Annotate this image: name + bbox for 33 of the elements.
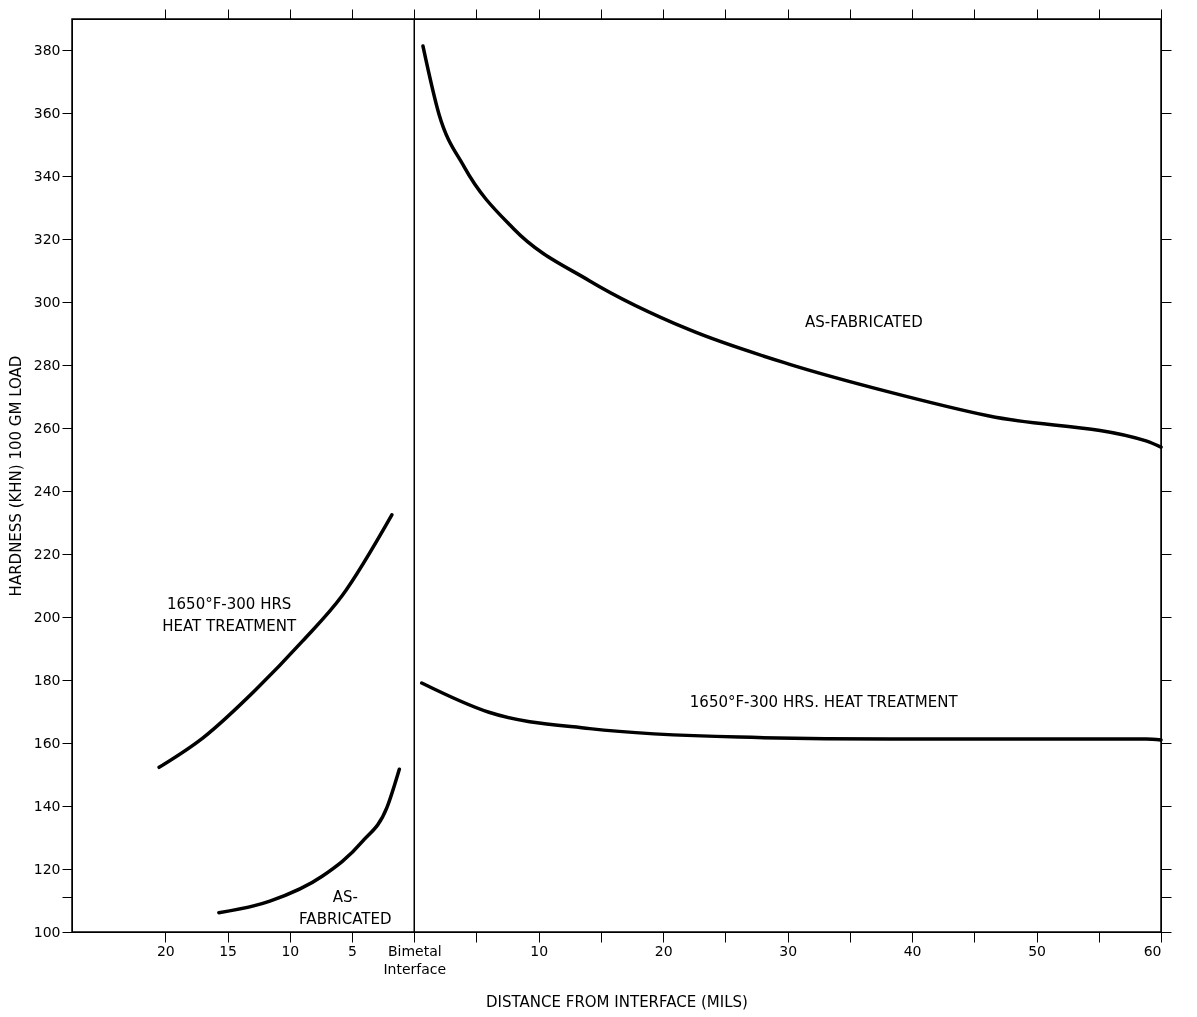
y-tick-label: 320 (33, 230, 61, 247)
y-tick-label: 200 (33, 608, 61, 625)
y-tick-label: 260 (33, 419, 61, 436)
x-tick-label: 50 (1028, 942, 1046, 959)
y-tick-label: 180 (33, 671, 61, 688)
y-tick-label: 240 (33, 482, 61, 499)
x-tick-label: 10 (281, 942, 300, 959)
y-tick-label: 100 (33, 923, 61, 940)
y-tick-label: 140 (33, 797, 61, 814)
x-tick-label: 5 (348, 942, 357, 959)
line-series (157, 513, 394, 770)
series-label: 1650°F-300 HRS. HEAT TREATMENT (689, 693, 959, 712)
series-label: 1650°F-300 HRS HEAT TREATMENT (162, 595, 297, 636)
x-tick-label: 40 (903, 942, 922, 959)
series-label: AS- FABRICATED (299, 888, 392, 929)
x-tick-label: 20 (156, 942, 175, 959)
y-tick-label: 340 (33, 167, 61, 184)
y-tick-label: 220 (33, 545, 61, 562)
y-tick-label: 160 (33, 734, 61, 751)
x-tick-label: 30 (779, 942, 798, 959)
y-axis-title: HARDNESS (KHN) 100 GM LOAD (6, 355, 25, 597)
x-tick-label: 60 (1143, 942, 1162, 959)
y-tick-label: 360 (33, 104, 61, 121)
x-tick-label: 20 (654, 942, 673, 959)
y-tick-label: 380 (33, 41, 61, 58)
y-tick-label: 300 (33, 293, 61, 310)
y-tick-label: 120 (33, 860, 61, 877)
x-tick-label: 10 (530, 942, 549, 959)
x-tick-label: 15 (219, 942, 237, 959)
y-tick-label: 280 (33, 356, 61, 373)
x-tick-label: Bimetal Interface (383, 942, 447, 977)
text: AS-FABRICATED (805, 313, 923, 332)
x-axis-title: DISTANCE FROM INTERFACE (MILS) (486, 992, 748, 1011)
